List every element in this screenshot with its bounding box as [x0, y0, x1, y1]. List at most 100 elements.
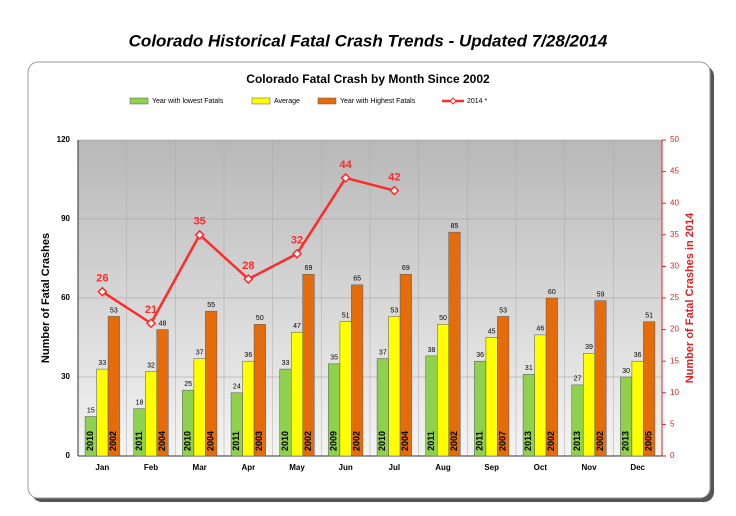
bar-year-label: 2003 [254, 431, 264, 451]
bar [448, 231, 461, 457]
y2-tick-label: 10 [670, 388, 679, 397]
bar-value-label: 18 [136, 399, 144, 406]
line-marker [340, 172, 351, 183]
y2-tick-label: 25 [670, 293, 679, 302]
line-marker [194, 229, 205, 240]
y2-axis-title: Number of Fatal Crashes in 2014 [684, 212, 696, 383]
bar [485, 337, 498, 457]
bar-value-label: 25 [184, 381, 192, 388]
bar-year-label: 2013 [523, 431, 533, 451]
bar [253, 324, 266, 457]
bar-value-label: 31 [525, 365, 533, 372]
page-title: Colorado Historical Fatal Crash Trends -… [129, 31, 608, 50]
bar [631, 360, 644, 457]
bar-value-label: 59 [597, 291, 605, 298]
line-label: 21 [145, 304, 157, 316]
line-label: 32 [291, 235, 303, 247]
bar-value-label: 24 [233, 384, 241, 391]
line-label: 44 [340, 159, 353, 171]
line-marker [97, 286, 108, 297]
bar-year-label: 2010 [85, 431, 95, 451]
bar [205, 310, 218, 457]
bar-value-label: 37 [379, 349, 387, 356]
x-tick-label: Oct [534, 463, 548, 472]
bar-value-label: 32 [147, 363, 155, 370]
bar [107, 316, 120, 457]
bar [96, 368, 109, 457]
line-marker [145, 318, 157, 329]
y-axis-title: Number of Fatal Crashes [40, 233, 52, 363]
line-label: 35 [194, 216, 206, 228]
bar [497, 316, 510, 457]
bar [534, 334, 547, 457]
x-tick-label: Jul [389, 463, 401, 472]
bar [545, 297, 558, 457]
y2-tick-label: 50 [670, 135, 679, 144]
bar-value-label: 35 [330, 355, 338, 362]
bar-value-label: 53 [110, 307, 118, 314]
bar-value-label: 85 [451, 223, 459, 230]
bar-value-label: 37 [196, 349, 204, 356]
y-tick-label: 120 [57, 135, 71, 144]
bar-value-label: 55 [207, 302, 215, 309]
bar-value-label: 33 [282, 360, 290, 367]
legend-swatch [317, 97, 337, 105]
bar [156, 329, 169, 457]
y2-tick-label: 35 [670, 230, 679, 239]
y2-tick-label: 40 [670, 198, 679, 207]
bar-value-label: 60 [548, 289, 556, 296]
bar-value-label: 51 [342, 313, 350, 320]
y2-tick-label: 5 [670, 420, 675, 429]
bar-year-label: 2009 [329, 431, 339, 451]
bar-year-label: 2010 [377, 431, 387, 451]
bar-year-label: 2011 [134, 431, 144, 451]
y2-tick-label: 20 [670, 325, 679, 334]
bar-year-label: 2004 [157, 431, 167, 451]
bar [193, 358, 206, 457]
bar-year-label: 2007 [498, 431, 508, 451]
y2-tick-label: 0 [670, 451, 675, 460]
bar [291, 331, 303, 457]
line-label: 42 [388, 171, 400, 183]
bar-value-label: 69 [305, 265, 313, 272]
bar-year-label: 2013 [621, 431, 631, 451]
legend-label: Average [274, 98, 300, 105]
bar-value-label: 30 [622, 368, 630, 375]
bar-value-label: 36 [476, 352, 484, 359]
bar-year-label: 2011 [231, 431, 241, 451]
bar-year-label: 2002 [546, 431, 556, 451]
y-tick-label: 0 [66, 451, 71, 460]
legend-label: Year with lowest Fatals [152, 98, 224, 105]
x-tick-label: Mar [193, 463, 207, 472]
chart-title: Colorado Fatal Crash by Month Since 2002 [246, 72, 490, 86]
bar-value-label: 51 [645, 313, 653, 320]
y-tick-label: 30 [61, 372, 70, 381]
bar [437, 324, 449, 457]
line-marker [243, 273, 254, 285]
bar [339, 321, 352, 457]
x-tick-label: Jun [339, 463, 353, 472]
bar-year-label: 2004 [400, 431, 410, 451]
bar-value-label: 53 [499, 307, 507, 314]
x-tick-label: May [289, 463, 305, 472]
bar-year-label: 2010 [280, 431, 290, 451]
bar [351, 284, 364, 457]
line-marker [291, 248, 303, 259]
legend-label: 2014 * [467, 98, 488, 105]
bar-year-label: 2002 [303, 431, 313, 451]
bar-value-label: 36 [244, 352, 252, 359]
line-label: 26 [96, 273, 108, 285]
legend-swatch [129, 97, 149, 105]
bar-year-label: 2002 [449, 431, 459, 451]
line-marker [389, 185, 400, 196]
bar-value-label: 33 [98, 360, 106, 367]
y-tick-label: 60 [61, 293, 70, 302]
bar [594, 300, 607, 457]
legend-label: Year with Highest Fatals [340, 98, 416, 105]
y-tick-label: 90 [61, 214, 70, 223]
bar-value-label: 45 [488, 328, 496, 335]
bar-value-label: 36 [634, 352, 642, 359]
bar-value-label: 46 [536, 326, 544, 333]
bar-year-label: 2010 [183, 431, 193, 451]
x-tick-label: Feb [144, 463, 158, 472]
